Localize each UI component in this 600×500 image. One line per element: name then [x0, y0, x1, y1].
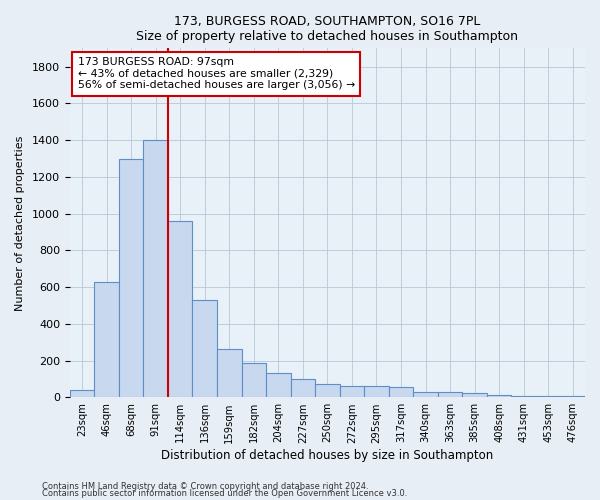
Bar	[70, 390, 94, 398]
Bar	[143, 140, 168, 398]
X-axis label: Distribution of detached houses by size in Southampton: Distribution of detached houses by size …	[161, 450, 494, 462]
Bar	[168, 221, 193, 398]
Bar	[217, 348, 242, 398]
Bar	[266, 374, 290, 398]
Text: Contains HM Land Registry data © Crown copyright and database right 2024.: Contains HM Land Registry data © Crown c…	[42, 482, 368, 491]
Bar	[438, 392, 463, 398]
Bar	[560, 396, 585, 398]
Bar	[119, 158, 143, 398]
Bar	[364, 386, 389, 398]
Text: 173 BURGESS ROAD: 97sqm
← 43% of detached houses are smaller (2,329)
56% of semi: 173 BURGESS ROAD: 97sqm ← 43% of detache…	[77, 57, 355, 90]
Bar	[315, 384, 340, 398]
Text: Contains public sector information licensed under the Open Government Licence v3: Contains public sector information licen…	[42, 490, 407, 498]
Bar	[487, 396, 511, 398]
Bar	[340, 386, 364, 398]
Bar	[511, 396, 536, 398]
Y-axis label: Number of detached properties: Number of detached properties	[15, 135, 25, 310]
Title: 173, BURGESS ROAD, SOUTHAMPTON, SO16 7PL
Size of property relative to detached h: 173, BURGESS ROAD, SOUTHAMPTON, SO16 7PL…	[136, 15, 518, 43]
Bar	[413, 392, 438, 398]
Bar	[389, 387, 413, 398]
Bar	[94, 282, 119, 398]
Bar	[290, 379, 315, 398]
Bar	[242, 364, 266, 398]
Bar	[193, 300, 217, 398]
Bar	[536, 396, 560, 398]
Bar	[463, 392, 487, 398]
